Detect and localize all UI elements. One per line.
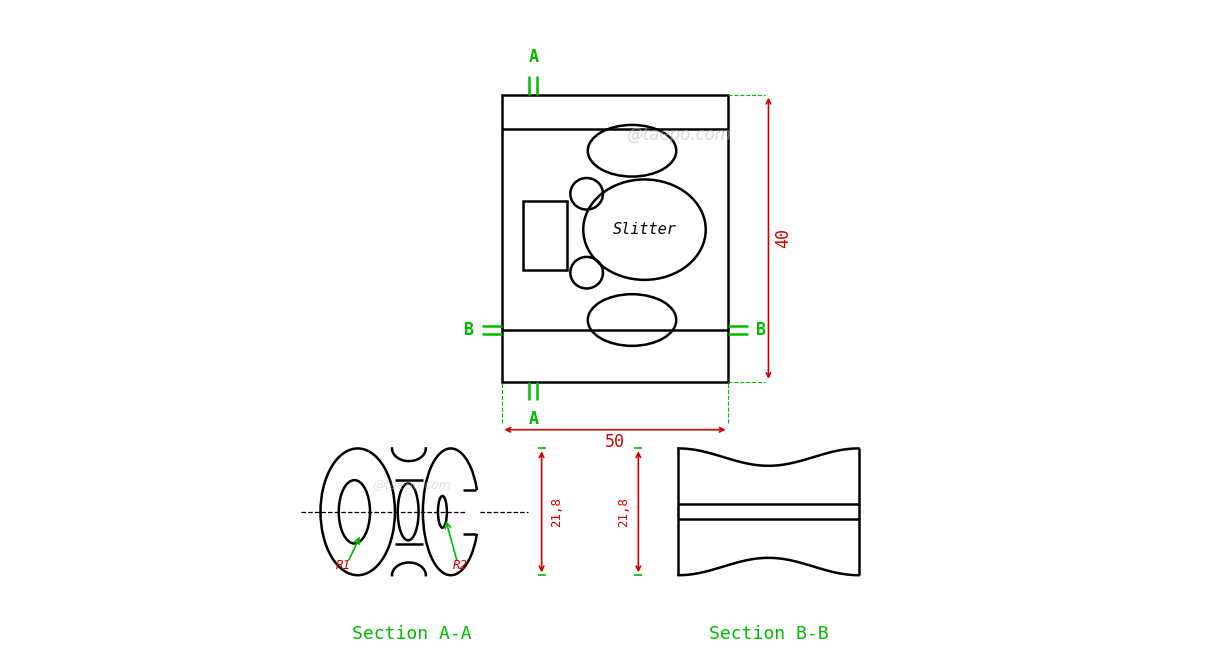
Bar bbox=[502, 94, 728, 382]
Text: Section A-A: Section A-A bbox=[352, 625, 471, 643]
Text: Section B-B: Section B-B bbox=[708, 625, 828, 643]
Text: R1: R1 bbox=[336, 559, 351, 572]
Bar bbox=[466, 490, 480, 534]
Text: 21,8: 21,8 bbox=[550, 497, 563, 527]
Text: 40: 40 bbox=[774, 228, 792, 249]
Polygon shape bbox=[392, 448, 426, 461]
Text: A: A bbox=[529, 411, 539, 428]
Text: @taepo.com: @taepo.com bbox=[371, 478, 451, 492]
Bar bbox=[523, 201, 567, 270]
Text: Slitter: Slitter bbox=[613, 222, 676, 237]
Text: A: A bbox=[529, 48, 539, 66]
Text: B: B bbox=[464, 321, 474, 339]
Text: B: B bbox=[756, 321, 766, 339]
Polygon shape bbox=[392, 563, 426, 576]
Text: 50: 50 bbox=[605, 433, 625, 451]
Text: @taepo.com: @taepo.com bbox=[626, 126, 731, 144]
Text: 21,8: 21,8 bbox=[617, 497, 630, 527]
Text: R2: R2 bbox=[454, 559, 469, 572]
